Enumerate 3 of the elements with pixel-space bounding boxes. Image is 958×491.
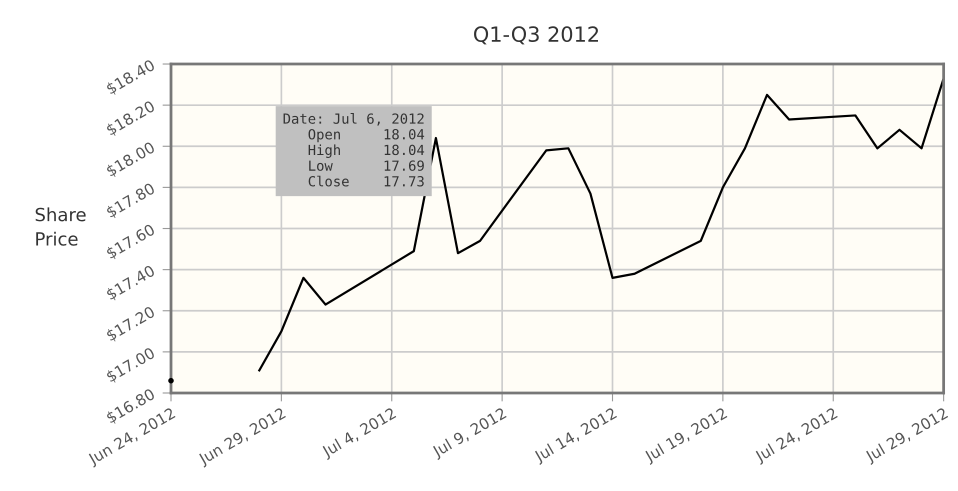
y-axis-title: Share Price [36,207,86,246]
chart-title: Q1-Q3 2012 [474,26,598,44]
annotation: Date: Jul 6, 2012 Open 18.04 High 18.04 Low 17.69 Close 17.73 [284,113,424,187]
